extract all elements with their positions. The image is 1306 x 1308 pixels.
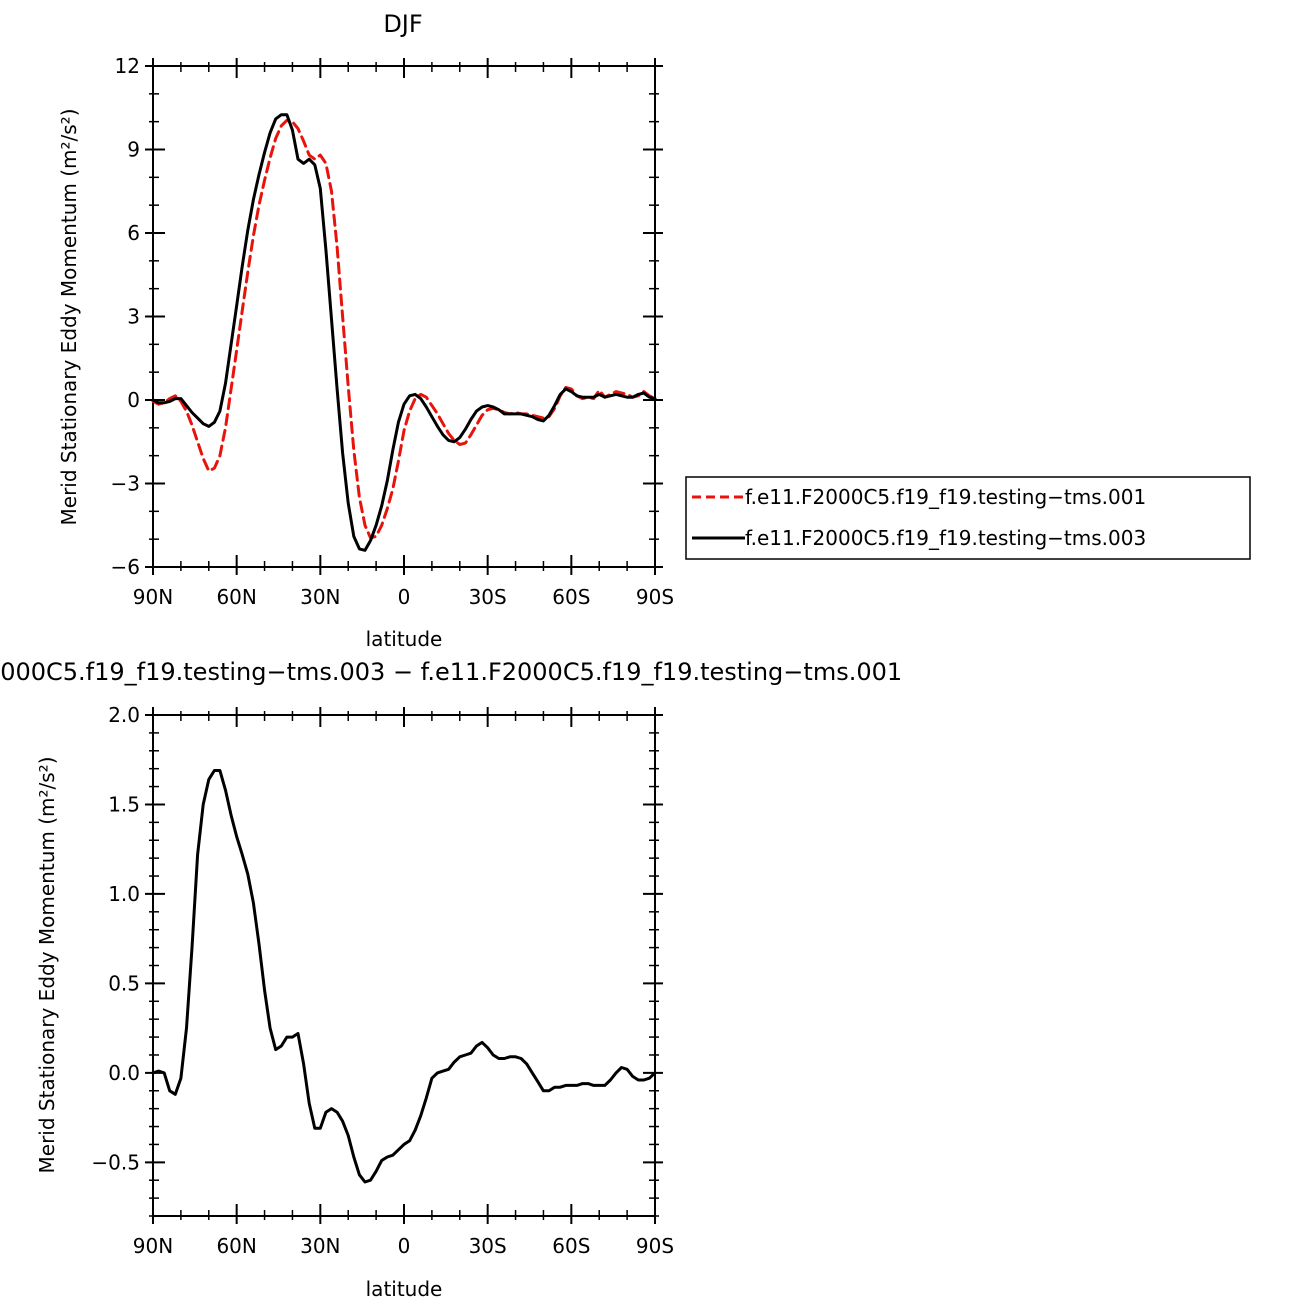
bottom-y-tick-label: −0.5: [91, 1150, 140, 1174]
bottom-y-tick-label: 1.0: [108, 882, 140, 906]
top-series-line-1: [151, 113, 657, 552]
top-x-axis-title: latitude: [366, 627, 443, 651]
legend-label-003: f.e11.F2000C5.f19_f19.testing−tms.003: [745, 526, 1146, 550]
top-x-tick-label: 30N: [300, 585, 340, 609]
top-x-tick-label: 0: [398, 585, 411, 609]
bottom-x-tick-label: 30N: [300, 1234, 340, 1258]
bottom-x-tick-label: 90S: [636, 1234, 674, 1258]
top-y-axis-title: Merid Stationary Eddy Momentum (m²/s²): [57, 109, 81, 526]
top-y-tick-label: 12: [115, 54, 140, 78]
top-axis-ticks: 90N 60N 30N 0 30S 60S 90S −6 −3 0 3 6 9 12: [111, 54, 675, 609]
legend: f.e11.F2000C5.f19_f19.testing−tms.001 f.…: [685, 476, 1251, 560]
top-y-tick-label: 3: [127, 305, 140, 329]
bottom-y-tick-label: 2.0: [108, 703, 140, 727]
top-y-tick-label: 0: [127, 388, 140, 412]
top-y-tick-label: 9: [127, 138, 140, 162]
top-x-tick-label: 90S: [636, 585, 674, 609]
bottom-y-tick-label: 0.0: [108, 1061, 140, 1085]
bottom-series-line-0: [151, 769, 657, 1184]
bottom-x-tick-label: 60S: [552, 1234, 590, 1258]
top-y-tick-label: −3: [111, 472, 140, 496]
top-x-tick-label: 90N: [133, 585, 173, 609]
top-x-tick-label: 30S: [469, 585, 507, 609]
top-x-tick-label: 60N: [216, 585, 256, 609]
legend-label-001: f.e11.F2000C5.f19_f19.testing−tms.001: [745, 485, 1146, 509]
top-panel-title: DJF: [383, 10, 422, 38]
bottom-y-axis-title: Merid Stationary Eddy Momentum (m²/s²): [35, 757, 59, 1174]
bottom-x-tick-label: 30S: [469, 1234, 507, 1258]
bottom-y-tick-label: 1.5: [108, 792, 140, 816]
bottom-x-axis-title: latitude: [366, 1277, 443, 1301]
legend-box: [685, 476, 1251, 560]
bottom-y-tick-label: 0.5: [108, 971, 140, 995]
top-series-line-0: [151, 118, 657, 540]
bottom-x-tick-label: 60N: [216, 1234, 256, 1258]
bottom-x-tick-label: 90N: [133, 1234, 173, 1258]
top-y-tick-label: 6: [127, 221, 140, 245]
top-y-tick-label: −6: [111, 555, 140, 579]
bottom-panel: f.e11.F2000C5.f19_f19.testing−tms.003 − …: [0, 658, 902, 1301]
top-series-group: [151, 113, 657, 552]
bottom-series-group: [151, 769, 657, 1184]
bottom-axis-ticks: 90N 60N 30N 0 30S 60S 90S −0.5 0.0 0.5 1.0 1.5 2.0: [91, 703, 674, 1258]
top-x-tick-label: 60S: [552, 585, 590, 609]
bottom-x-tick-label: 0: [398, 1234, 411, 1258]
bottom-panel-title: f.e11.F2000C5.f19_f19.testing−tms.003 − …: [0, 658, 902, 686]
top-panel: DJF 90N 60N 30N 0 30S 60S 90S −6 −3 0 3 6 9 12 latitu…: [57, 10, 674, 651]
